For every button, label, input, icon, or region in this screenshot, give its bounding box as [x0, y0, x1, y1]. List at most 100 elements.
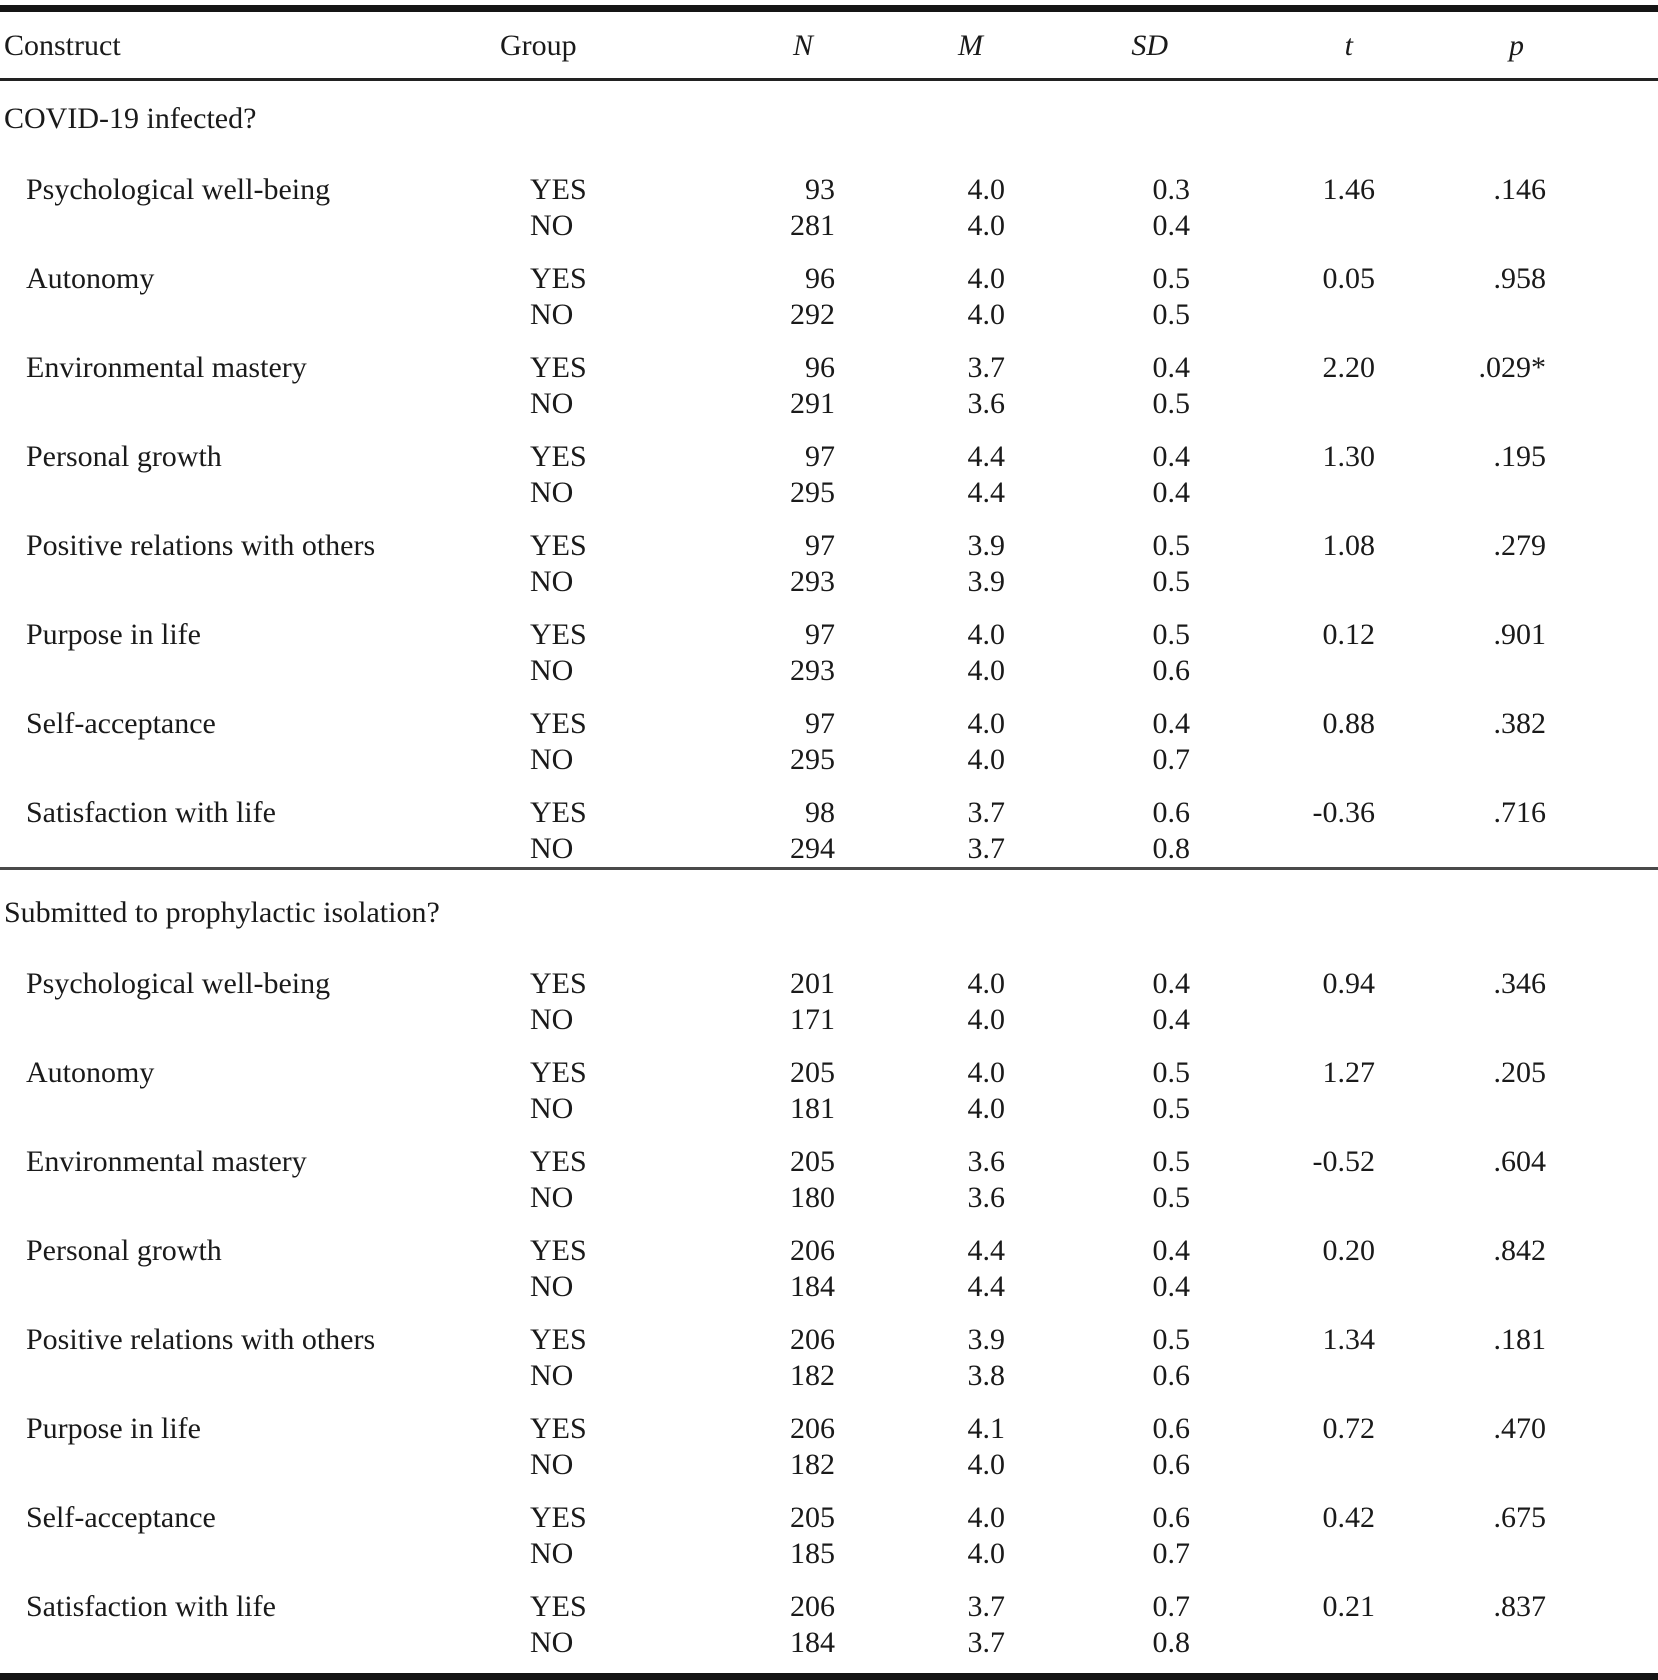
m-cell: 3.7	[967, 351, 1006, 384]
n-cell: 97	[805, 618, 835, 651]
m-cell: 3.7	[967, 796, 1006, 829]
group-cell: NO	[530, 1181, 574, 1214]
m-cell: 4.4	[967, 476, 1006, 509]
table-row: NO 293 3.9 0.5	[0, 564, 1658, 600]
sd-cell: 0.7	[1152, 1537, 1191, 1570]
column-header-construct: Construct	[0, 8, 500, 81]
sd-cell: 0.4	[1152, 1234, 1191, 1267]
m-cell: 4.4	[967, 1234, 1006, 1267]
group-cell: YES	[530, 1501, 587, 1534]
n-cell: 281	[790, 209, 835, 242]
n-cell: 180	[790, 1181, 835, 1214]
column-header-group: Group	[500, 8, 638, 81]
t-cell	[1190, 831, 1375, 869]
construct-cell: Purpose in life	[26, 1412, 201, 1445]
p-cell	[1375, 1180, 1658, 1216]
group-cell: NO	[530, 1270, 574, 1303]
table-row: Personal growth YES 97 4.4 0.4 1.30 .195	[0, 422, 1658, 475]
t-cell	[1190, 742, 1375, 778]
t-cell	[1190, 564, 1375, 600]
table-row: Autonomy YES 205 4.0 0.5 1.27 .205	[0, 1038, 1658, 1091]
m-cell: 3.9	[967, 565, 1006, 598]
t-cell	[1190, 653, 1375, 689]
section-row: COVID-19 infected?	[0, 80, 1658, 156]
p-cell	[1375, 208, 1658, 244]
group-cell: NO	[530, 1359, 574, 1392]
t-cell: 2.20	[1322, 351, 1376, 384]
construct-cell: Self-acceptance	[26, 1501, 216, 1534]
t-cell	[1190, 1625, 1375, 1677]
m-cell: 4.0	[967, 209, 1006, 242]
m-cell: 4.0	[967, 1537, 1006, 1570]
p-cell	[1375, 564, 1658, 600]
m-cell: 4.1	[967, 1412, 1006, 1445]
table-row: Personal growth YES 206 4.4 0.4 0.20 .842	[0, 1216, 1658, 1269]
table-row: Purpose in life YES 206 4.1 0.6 0.72 .470	[0, 1394, 1658, 1447]
table-row: Environmental mastery YES 205 3.6 0.5 -0.52 .6…	[0, 1127, 1658, 1180]
group-cell: YES	[530, 1590, 587, 1623]
column-header-t: t	[1190, 8, 1375, 81]
column-header-sd: SD	[1005, 8, 1190, 81]
group-cell: NO	[530, 654, 574, 687]
construct-cell	[0, 831, 500, 869]
construct-cell	[0, 475, 500, 511]
n-cell: 294	[790, 832, 835, 865]
m-cell: 4.0	[967, 1003, 1006, 1036]
sd-cell: 0.4	[1152, 1003, 1191, 1036]
t-cell: 1.08	[1322, 529, 1376, 562]
construct-cell	[0, 1091, 500, 1127]
t-cell: 1.30	[1322, 440, 1376, 473]
table-row: NO 182 3.8 0.6	[0, 1358, 1658, 1394]
section-row: Submitted to prophylactic isolation?	[0, 867, 1658, 949]
table-row: Environmental mastery YES 96 3.7 0.4 2.20 .029…	[0, 333, 1658, 386]
section-label: Submitted to prophylactic isolation?	[0, 867, 1658, 949]
construct-cell: Satisfaction with life	[26, 1590, 276, 1623]
sd-cell: 0.5	[1152, 262, 1191, 295]
t-cell: 1.34	[1322, 1323, 1376, 1356]
group-cell: NO	[530, 743, 574, 776]
m-cell: 4.0	[967, 1092, 1006, 1125]
sd-cell: 0.5	[1152, 618, 1191, 651]
group-cell: YES	[530, 967, 587, 1000]
t-cell	[1190, 1091, 1375, 1127]
sd-cell: 0.4	[1152, 351, 1191, 384]
t-cell	[1190, 1447, 1375, 1483]
m-cell: 4.0	[967, 654, 1006, 687]
n-cell: 97	[805, 707, 835, 740]
p-cell: .205	[1493, 1056, 1547, 1089]
p-cell	[1375, 742, 1658, 778]
t-cell: -0.52	[1312, 1145, 1376, 1178]
n-cell: 201	[790, 967, 835, 1000]
construct-cell	[0, 742, 500, 778]
sd-cell: 0.5	[1152, 387, 1191, 420]
sd-cell: 0.8	[1152, 1626, 1191, 1659]
p-cell: .382	[1493, 707, 1547, 740]
column-header-m: M	[835, 8, 1005, 81]
group-cell: NO	[530, 1448, 574, 1481]
t-cell: 0.88	[1322, 707, 1376, 740]
t-cell	[1190, 1536, 1375, 1572]
n-cell: 93	[805, 173, 835, 206]
p-cell: .842	[1493, 1234, 1547, 1267]
t-cell	[1190, 386, 1375, 422]
n-cell: 291	[790, 387, 835, 420]
n-cell: 292	[790, 298, 835, 331]
m-cell: 4.0	[967, 707, 1006, 740]
p-cell: .146	[1493, 173, 1547, 206]
sd-cell: 0.6	[1152, 654, 1191, 687]
table-row: Positive relations with others YES 97 3.9 0.…	[0, 511, 1658, 564]
sd-cell: 0.4	[1152, 440, 1191, 473]
column-header-p: p	[1375, 8, 1658, 81]
table-row: Satisfaction with life YES 206 3.7 0.7 0.21 .8…	[0, 1572, 1658, 1625]
group-cell: NO	[530, 1537, 574, 1570]
m-cell: 4.0	[967, 298, 1006, 331]
construct-cell: Autonomy	[26, 262, 155, 295]
p-cell: .181	[1493, 1323, 1547, 1356]
table-row: NO 295 4.4 0.4	[0, 475, 1658, 511]
m-cell: 3.7	[967, 1626, 1006, 1659]
table-row: NO 181 4.0 0.5	[0, 1091, 1658, 1127]
sd-cell: 0.5	[1152, 1056, 1191, 1089]
p-cell	[1375, 386, 1658, 422]
group-cell: YES	[530, 707, 587, 740]
table-row: Satisfaction with life YES 98 3.7 0.6 -0.36 .7…	[0, 778, 1658, 831]
